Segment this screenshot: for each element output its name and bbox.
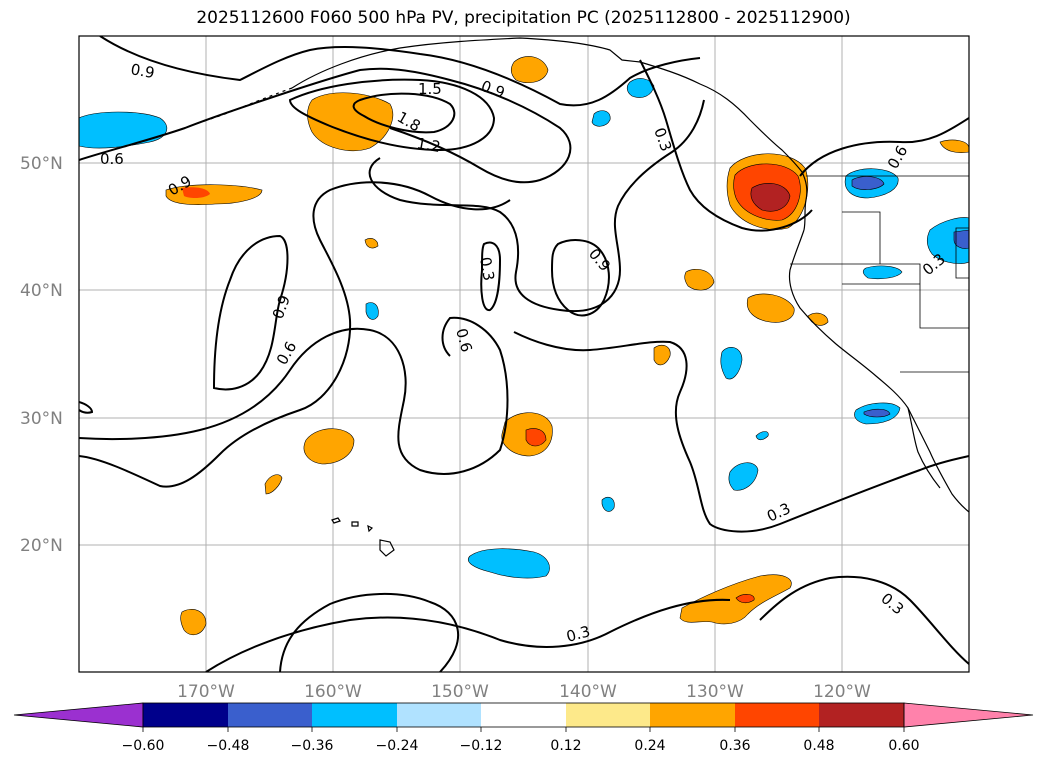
contour-0-9-north — [99, 36, 701, 107]
colorbar-tick: 0.36 — [719, 738, 750, 754]
pv-contours — [79, 36, 969, 672]
contour-1-8 — [352, 92, 456, 134]
contour-0-9-west — [212, 234, 289, 391]
colorbar-tick: −0.12 — [460, 738, 503, 754]
colorbar-bin — [312, 703, 397, 727]
contour-label: 0.3 — [476, 256, 498, 283]
colorbar-over — [903, 702, 1034, 728]
colorbar-bin — [228, 703, 312, 727]
precip-blob-south — [679, 574, 792, 625]
lon-label: 150°W — [431, 682, 489, 702]
contour-label: 1.2 — [415, 134, 442, 156]
colorbar-tick: 0.60 — [888, 738, 919, 754]
contour-label: 0.9 — [129, 60, 156, 82]
colorbar-bin — [819, 703, 904, 727]
lat-label: 20°N — [20, 536, 63, 556]
lon-label: 130°W — [686, 682, 744, 702]
colorbar-bin — [650, 703, 735, 727]
colorbar-bin — [397, 703, 481, 727]
contour-0-3-north — [639, 59, 813, 232]
colorbar-tick: −0.36 — [291, 738, 334, 754]
contour-label: 0.6 — [100, 150, 124, 168]
contour-0-3-south — [205, 598, 731, 672]
plot-title: 2025112600 F060 500 hPa PV, precipitatio… — [196, 8, 851, 28]
contour-1-5 — [288, 78, 496, 152]
contour-0-6-west — [79, 67, 572, 184]
baja-coast — [907, 407, 941, 489]
colorbar-tick-marks — [142, 727, 905, 732]
colorbar-tick: −0.48 — [207, 738, 250, 754]
contour-0-3-east — [513, 331, 969, 533]
lon-label: 140°W — [559, 682, 617, 702]
contour-0-6-east — [799, 117, 969, 177]
contour-0-6-center — [79, 316, 509, 475]
colorbar-under — [13, 702, 144, 728]
contour-0-3-sw — [279, 592, 459, 672]
colorbar: −0.60 −0.48 −0.36 −0.24 −0.12 0.12 0.24 … — [13, 702, 1034, 754]
contour-0-3-mid — [480, 241, 502, 311]
bc-coast — [801, 171, 808, 231]
map-frame — [78, 35, 970, 673]
lat-label: 40°N — [20, 281, 63, 301]
us-west-coast — [788, 229, 969, 513]
lon-labels: 170°W 160°W 150°W 140°W 130°W 120°W — [177, 682, 871, 702]
contour-0-3-se — [759, 575, 969, 665]
colorbar-bin — [481, 703, 566, 727]
colorbar-tick: −0.60 — [122, 738, 165, 754]
hawaii-islands — [331, 517, 395, 557]
colorbar-bin — [566, 703, 650, 727]
contour-label: 1.5 — [418, 80, 442, 98]
precip-blob-aleutian — [307, 92, 394, 151]
contour-small-west — [79, 401, 94, 414]
colorbar-tick: 0.48 — [803, 738, 834, 754]
colorbar-bin — [143, 703, 228, 727]
colorbar-tick: 0.24 — [634, 738, 665, 754]
contour-0-3-west — [79, 181, 511, 488]
precip-positive — [165, 56, 969, 636]
precip-blob-northwest — [79, 111, 168, 149]
precip-blob-southwest — [303, 428, 355, 465]
political-borders — [790, 175, 969, 373]
precip-blob-north — [510, 56, 549, 83]
lat-label: 30°N — [20, 409, 63, 429]
lon-label: 120°W — [813, 682, 871, 702]
contour-1-2 — [368, 99, 705, 313]
precip-blob-hawaii-east — [468, 548, 550, 579]
lat-label: 50°N — [20, 154, 63, 174]
colorbar-tick: −0.24 — [376, 738, 419, 754]
contour-label: 0.6 — [452, 326, 476, 354]
gridlines — [79, 36, 969, 672]
lon-label: 170°W — [177, 682, 235, 702]
colorbar-bin — [735, 703, 819, 727]
colorbar-tick: 0.12 — [550, 738, 581, 754]
contour-label: 0.3 — [564, 622, 592, 646]
contour-0-9-mid — [550, 239, 610, 317]
lon-label: 160°W — [304, 682, 362, 702]
lat-labels: 20°N 30°N 40°N 50°N — [20, 154, 63, 556]
